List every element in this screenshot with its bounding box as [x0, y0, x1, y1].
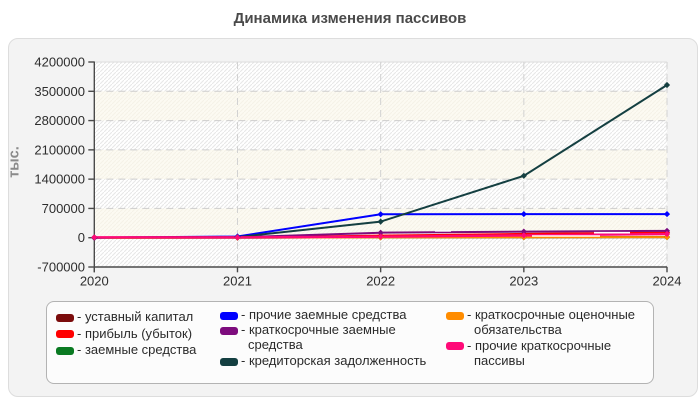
svg-text:2021: 2021: [223, 274, 252, 289]
svg-text:2024: 2024: [653, 274, 682, 289]
svg-text:4200000: 4200000: [34, 55, 85, 70]
svg-text:2020: 2020: [80, 274, 109, 289]
svg-text:-700000: -700000: [37, 260, 85, 275]
svg-text:700000: 700000: [42, 201, 85, 216]
svg-text:3500000: 3500000: [34, 84, 85, 99]
svg-text:тыс.: тыс.: [7, 146, 23, 178]
svg-text:2800000: 2800000: [34, 113, 85, 128]
svg-text:0: 0: [78, 230, 85, 245]
svg-text:1400000: 1400000: [34, 172, 85, 187]
svg-text:2023: 2023: [509, 274, 538, 289]
svg-text:2100000: 2100000: [34, 142, 85, 157]
svg-text:2022: 2022: [366, 274, 395, 289]
